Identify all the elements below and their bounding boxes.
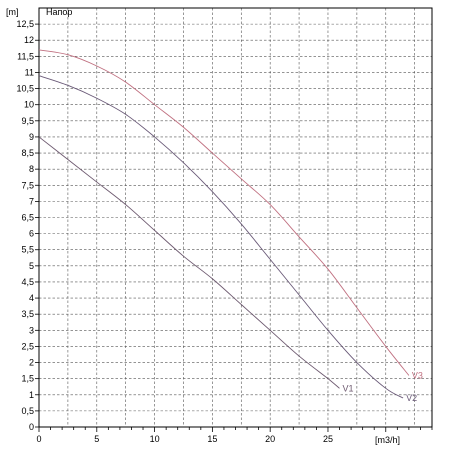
- x-tick-label: 5: [94, 434, 99, 444]
- grid: [39, 8, 432, 427]
- series-label-v1: V1: [343, 383, 354, 393]
- y-tick-label: 10: [24, 100, 34, 110]
- y-tick-label: 9: [29, 132, 34, 142]
- series-label-v3: V3: [412, 370, 423, 380]
- x-tick-label: 25: [323, 434, 333, 444]
- legend-label: Напор: [46, 7, 72, 17]
- y-tick-label: 3,5: [21, 309, 34, 319]
- y-tick-label: 12,5: [16, 19, 34, 29]
- y-tick-label: 11,5: [17, 51, 34, 61]
- y-axis-label: [m]: [6, 7, 19, 17]
- x-tick-label: 15: [207, 434, 217, 444]
- y-tick-label: 1,5: [21, 374, 34, 384]
- y-tick-label: 2: [29, 358, 34, 368]
- labels: 00,511,522,533,544,555,566,577,588,599,5…: [16, 19, 422, 444]
- y-tick-label: 6,5: [21, 213, 34, 223]
- plot-frame: [38, 7, 433, 428]
- axes: [35, 7, 433, 432]
- y-tick-label: 8,5: [21, 148, 34, 158]
- x-axis-label: [m3/h]: [375, 435, 400, 445]
- y-tick-label: 3: [29, 325, 34, 335]
- series-line-v3: [38, 49, 410, 376]
- y-tick-label: 12: [24, 35, 34, 45]
- y-tick-label: 4: [29, 293, 34, 303]
- y-tick-label: 11: [25, 67, 34, 77]
- y-tick-label: 7,5: [21, 180, 34, 190]
- y-tick-label: 1: [29, 390, 34, 400]
- y-tick-label: 5: [29, 261, 34, 271]
- x-tick-label: 20: [265, 434, 275, 444]
- y-tick-label: 5,5: [21, 245, 34, 255]
- x-tick-label: 10: [150, 434, 160, 444]
- y-tick-label: 7: [29, 196, 34, 206]
- y-tick-label: 0: [29, 422, 34, 432]
- series-line-v2: [38, 75, 404, 399]
- y-tick-label: 9,5: [21, 116, 34, 126]
- x-tick-label: 0: [36, 434, 41, 444]
- y-tick-label: 6: [29, 229, 34, 239]
- y-tick-label: 2,5: [21, 341, 34, 351]
- y-tick-label: 4,5: [21, 277, 34, 287]
- y-tick-label: 8: [29, 164, 34, 174]
- series-line-v1: [38, 136, 340, 389]
- y-tick-label: 10,5: [16, 84, 34, 94]
- series-label-v2: V2: [406, 393, 417, 403]
- y-tick-label: 0,5: [21, 406, 34, 416]
- series-lines: [38, 49, 410, 399]
